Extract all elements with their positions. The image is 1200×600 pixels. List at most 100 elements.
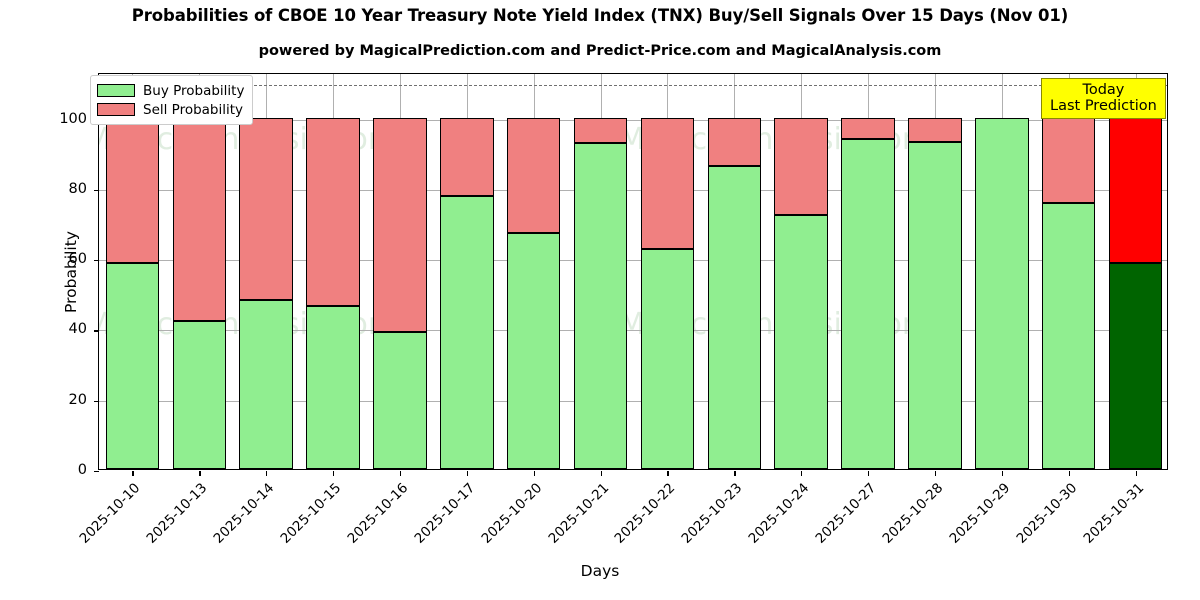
x-tick-mark	[801, 471, 803, 476]
x-tick-label: 2025-10-24	[745, 480, 813, 547]
bar-group[interactable]	[239, 74, 293, 469]
x-tick-label: 2025-10-13	[143, 480, 211, 547]
bar-group[interactable]	[440, 74, 494, 469]
bar-segment-buy[interactable]	[707, 166, 762, 469]
x-tick-label: 2025-10-21	[545, 480, 612, 547]
gridline-horizontal	[99, 189, 1167, 191]
y-tick-mark	[94, 260, 99, 262]
bar-segment-sell[interactable]	[707, 117, 762, 167]
x-tick-mark	[466, 471, 468, 476]
x-tick-label: 2025-10-29	[946, 480, 1014, 547]
x-tick-label: 2025-10-27	[812, 480, 880, 547]
legend-item[interactable]: Buy Probability	[97, 81, 244, 100]
x-tick-mark	[868, 471, 870, 476]
bar-segment-sell[interactable]	[573, 117, 628, 143]
y-tick-label: 80	[68, 180, 87, 197]
bar-group[interactable]	[640, 74, 695, 469]
bar-segment-sell[interactable]	[239, 117, 293, 301]
bar-segment-buy[interactable]	[1108, 263, 1163, 469]
x-tick-mark	[934, 471, 937, 476]
x-axis-label: Days	[580, 562, 620, 580]
legend-item[interactable]: Sell Probability	[97, 100, 244, 119]
bar-segment-buy[interactable]	[774, 214, 828, 469]
bar-segment-sell[interactable]	[1108, 117, 1163, 264]
x-tick-mark	[266, 471, 268, 476]
y-tick-label: 20	[68, 391, 87, 408]
bar-segment-sell[interactable]	[105, 117, 160, 264]
x-tick-mark	[333, 471, 335, 476]
bar-segment-buy[interactable]	[172, 321, 227, 469]
bar-segment-sell[interactable]	[640, 117, 695, 250]
bar-group[interactable]	[774, 74, 828, 469]
bar-segment-sell[interactable]	[774, 117, 828, 215]
gridline-horizontal	[99, 400, 1167, 402]
bar-segment-sell[interactable]	[1041, 117, 1096, 204]
bar-segment-buy[interactable]	[506, 232, 561, 469]
bar-segment-buy[interactable]	[975, 117, 1029, 469]
bar-group[interactable]	[573, 74, 628, 469]
bar-segment-buy[interactable]	[440, 195, 494, 469]
x-tick-mark	[600, 471, 602, 476]
gridline-horizontal	[99, 330, 1167, 332]
y-tick-mark	[94, 471, 99, 473]
bar-group[interactable]	[306, 74, 360, 469]
bar-segment-sell[interactable]	[306, 117, 360, 306]
bar-group[interactable]	[105, 74, 160, 469]
today-label-line2: Last Prediction	[1050, 98, 1157, 115]
legend-swatch-icon	[97, 103, 135, 116]
bar-segment-buy[interactable]	[573, 142, 628, 469]
bar-group[interactable]	[908, 74, 962, 469]
bar-segment-sell[interactable]	[440, 117, 494, 196]
x-tick-label: 2025-10-10	[76, 480, 144, 547]
bar-segment-sell[interactable]	[506, 117, 561, 233]
bar-segment-buy[interactable]	[640, 249, 695, 469]
legend-swatch-icon	[97, 84, 135, 97]
bar-group[interactable]	[707, 74, 762, 469]
gridline-horizontal	[99, 260, 1167, 262]
bar-segment-sell[interactable]	[172, 117, 227, 322]
bar-segment-buy[interactable]	[1041, 203, 1096, 469]
x-tick-mark	[1068, 471, 1070, 476]
bar-group[interactable]	[172, 74, 227, 469]
x-tick-label: 2025-10-15	[277, 480, 345, 547]
legend-label: Buy Probability	[143, 82, 245, 99]
bar-segment-buy[interactable]	[239, 300, 293, 469]
y-tick-label: 100	[59, 110, 87, 127]
plot-inner: MagicalAnalysis.comMagicalAnalysis.comMa…	[99, 74, 1167, 469]
x-tick-mark	[199, 471, 201, 476]
gridline-horizontal	[99, 119, 1167, 121]
bar-segment-buy[interactable]	[105, 263, 160, 469]
bar-group[interactable]	[1108, 74, 1163, 469]
x-tick-mark	[533, 471, 535, 476]
bar-group[interactable]	[506, 74, 561, 469]
y-axis-label: Probability	[62, 230, 80, 313]
x-tick-mark	[399, 471, 402, 476]
x-tick-label: 2025-10-14	[210, 480, 278, 547]
y-tick-label: 40	[68, 321, 87, 338]
x-tick-mark	[1001, 471, 1003, 476]
today-annotation-box: Today Last Prediction	[1041, 78, 1166, 120]
bar-segment-sell[interactable]	[841, 117, 895, 140]
bar-segment-buy[interactable]	[841, 139, 895, 469]
bar-group[interactable]	[841, 74, 895, 469]
y-tick-mark	[94, 330, 99, 332]
x-tick-mark	[132, 471, 134, 476]
page-title: Probabilities of CBOE 10 Year Treasury N…	[131, 6, 1069, 25]
bar-segment-buy[interactable]	[908, 142, 962, 469]
bar-group[interactable]	[975, 74, 1029, 469]
bar-segment-buy[interactable]	[306, 305, 360, 469]
bar-segment-sell[interactable]	[908, 117, 962, 143]
plot-area: MagicalAnalysis.comMagicalAnalysis.comMa…	[59, 73, 1168, 547]
bar-segment-buy[interactable]	[373, 331, 427, 469]
bar-segment-sell[interactable]	[373, 117, 427, 332]
x-tick-label: 2025-10-16	[344, 480, 412, 547]
bar-group[interactable]	[1041, 74, 1096, 469]
x-tick-label: 2025-10-17	[411, 480, 479, 547]
legend-label: Sell Probability	[143, 101, 244, 118]
x-tick-label: 2025-10-23	[678, 480, 746, 547]
x-tick-mark	[667, 471, 669, 476]
x-tick-label: 2025-10-28	[879, 480, 947, 547]
bar-group[interactable]	[373, 74, 427, 469]
chart-legend: Buy Probability Sell Probability	[90, 75, 254, 125]
